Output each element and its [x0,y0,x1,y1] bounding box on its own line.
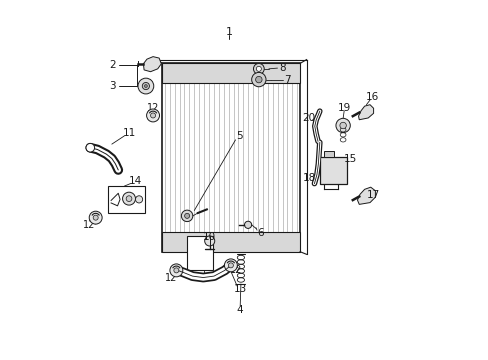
Bar [319,157,346,184]
Circle shape [169,264,183,277]
Circle shape [126,196,132,202]
Circle shape [228,263,233,268]
Polygon shape [358,105,373,120]
Text: 8: 8 [278,63,285,73]
Circle shape [144,85,147,87]
Text: 5: 5 [236,131,243,141]
Text: 4: 4 [236,305,243,315]
Bar [162,63,300,252]
Text: 16: 16 [365,92,378,102]
Text: 12: 12 [164,273,177,283]
Circle shape [244,221,251,228]
Text: 10: 10 [203,232,216,242]
Bar [162,63,300,83]
Text: 18: 18 [302,173,315,183]
Text: 6: 6 [257,228,264,238]
Text: 12: 12 [83,220,96,230]
Circle shape [224,259,237,272]
Text: 17: 17 [366,190,380,200]
Text: 14: 14 [128,176,142,186]
Text: 20: 20 [302,113,315,123]
Circle shape [174,268,179,273]
Polygon shape [143,57,161,72]
Circle shape [251,72,265,87]
Text: 2: 2 [109,59,116,69]
Circle shape [339,122,346,129]
Circle shape [204,236,214,246]
Circle shape [256,66,261,71]
Circle shape [135,196,142,203]
Bar [324,151,333,157]
Circle shape [184,213,189,219]
Text: 9: 9 [201,273,207,283]
Text: 19: 19 [337,103,350,113]
Circle shape [89,211,102,224]
Circle shape [335,118,349,133]
Text: 13: 13 [233,284,246,294]
Text: 11: 11 [122,129,135,138]
Polygon shape [357,187,375,204]
Text: 1: 1 [225,27,232,37]
Circle shape [142,82,149,90]
Circle shape [86,143,94,152]
Bar [187,236,212,270]
Text: 7: 7 [284,75,290,85]
Text: 12: 12 [230,265,243,275]
Text: 15: 15 [343,154,356,164]
Circle shape [122,192,135,205]
Circle shape [255,76,262,83]
Bar [107,186,145,213]
Circle shape [181,210,192,222]
Text: 3: 3 [109,81,116,91]
Circle shape [146,109,159,122]
Text: 12: 12 [146,103,159,113]
Circle shape [150,113,155,118]
Circle shape [253,63,264,74]
Circle shape [138,78,153,94]
Bar [162,232,300,252]
Circle shape [93,215,98,220]
